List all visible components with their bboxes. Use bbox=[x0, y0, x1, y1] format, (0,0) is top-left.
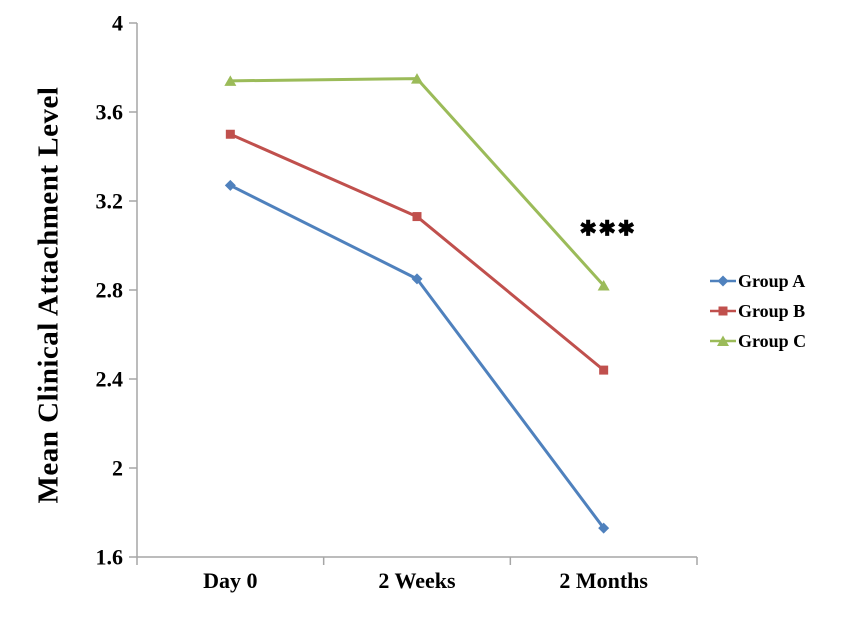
x-tick-label: 2 Weeks bbox=[378, 568, 456, 593]
group-b-line-marker-icon bbox=[710, 304, 736, 318]
series-group-b bbox=[225, 129, 609, 375]
group-c-line-marker-icon bbox=[710, 334, 736, 348]
legend-label-group-a: Group A bbox=[738, 270, 806, 291]
y-tick-label: 3.2 bbox=[96, 188, 124, 213]
legend-label-group-c: Group C bbox=[738, 330, 807, 351]
y-tick-label: 4 bbox=[112, 10, 123, 35]
legend-item-group-a: Group A bbox=[710, 266, 806, 296]
x-tick-label: 2 Months bbox=[559, 568, 648, 593]
legend-item-group-b: Group B bbox=[710, 296, 806, 326]
x-tick-label: Day 0 bbox=[203, 568, 257, 593]
significance-asterisk: ✱ bbox=[598, 216, 616, 240]
series-group-a bbox=[224, 179, 610, 534]
series-group-c bbox=[224, 73, 610, 291]
significance-asterisk: ✱ bbox=[579, 216, 597, 240]
legend-item-group-c: Group C bbox=[710, 326, 806, 356]
legend: Group A Group B Group C bbox=[710, 266, 806, 356]
group-a-line-marker-icon bbox=[710, 274, 736, 288]
y-tick-label: 2.8 bbox=[96, 277, 124, 302]
y-tick-label: 3.6 bbox=[96, 99, 124, 124]
significance-asterisk: ✱ bbox=[617, 216, 635, 240]
y-tick-label: 2 bbox=[112, 455, 123, 480]
y-tick-label: 2.4 bbox=[96, 366, 124, 391]
legend-label-group-b: Group B bbox=[738, 300, 806, 321]
y-tick-label: 1.6 bbox=[96, 544, 124, 569]
